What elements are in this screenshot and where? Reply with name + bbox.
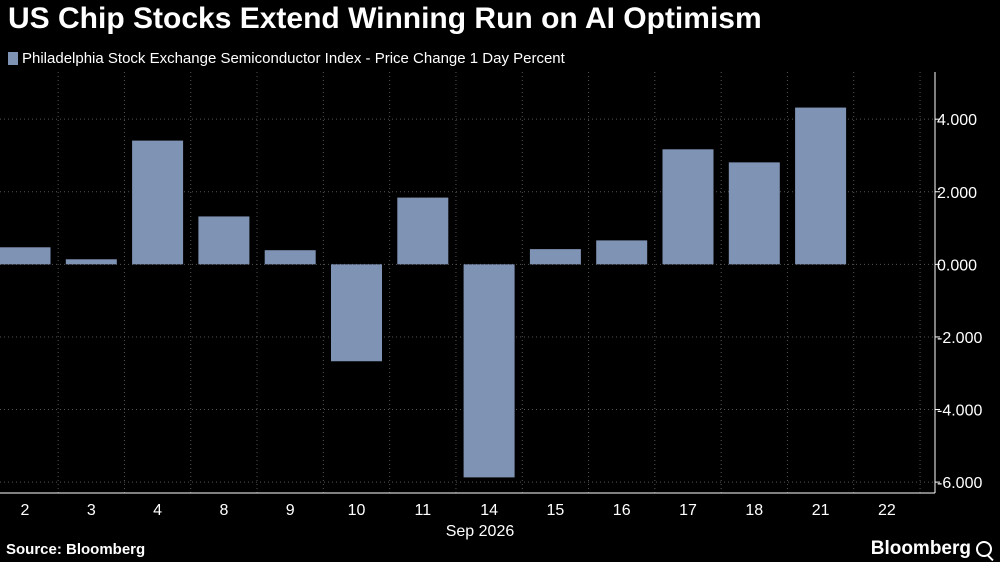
x-tick-label: 9: [286, 502, 295, 519]
legend-label: Philadelphia Stock Exchange Semiconducto…: [22, 50, 565, 67]
bar: [529, 249, 581, 265]
legend-swatch: [8, 52, 18, 65]
legend: Philadelphia Stock Exchange Semiconducto…: [8, 50, 565, 67]
x-tick-label: 3: [87, 502, 96, 519]
bloomberg-logo: Bloomberg: [871, 538, 992, 560]
bar: [728, 162, 780, 265]
x-tick-label: 16: [613, 502, 631, 519]
x-tick-label: 11: [414, 502, 431, 519]
bar: [65, 259, 117, 265]
source-note: Source: Bloomberg: [6, 541, 146, 558]
y-tick-label: -6.000: [937, 475, 982, 492]
x-tick-label: 15: [547, 502, 565, 519]
x-tick-label: 14: [480, 502, 498, 519]
y-tick-label: 0.000: [937, 257, 977, 274]
x-tick-label: 17: [679, 502, 697, 519]
y-tick-label: 2.000: [937, 185, 977, 202]
bar: [662, 149, 714, 265]
y-tick-label: 4.000: [937, 112, 977, 129]
y-tick-label: -2.000: [937, 330, 982, 347]
x-tick-label: 8: [219, 502, 228, 519]
bar: [198, 216, 250, 265]
x-period-label: Sep 2026: [446, 523, 515, 540]
y-tick-label: -4.000: [937, 403, 982, 420]
chart-title: US Chip Stocks Extend Winning Run on AI …: [8, 2, 762, 35]
brand-name: Bloomberg: [870, 538, 971, 559]
bar: [264, 250, 316, 265]
bar: [596, 240, 648, 265]
x-tick-label: 22: [878, 502, 896, 519]
bar: [331, 264, 382, 362]
x-tick-label: 10: [348, 502, 366, 519]
bar: [132, 140, 184, 265]
bloomberg-search-icon: [976, 541, 992, 557]
x-tick-label: 21: [812, 502, 830, 519]
bar: [397, 197, 449, 265]
x-tick-label: 2: [21, 502, 30, 519]
bar: [795, 107, 847, 265]
x-tick-label: 4: [153, 502, 162, 519]
bar: [463, 264, 515, 478]
bar: [0, 247, 51, 265]
x-tick-label: 18: [745, 502, 763, 519]
